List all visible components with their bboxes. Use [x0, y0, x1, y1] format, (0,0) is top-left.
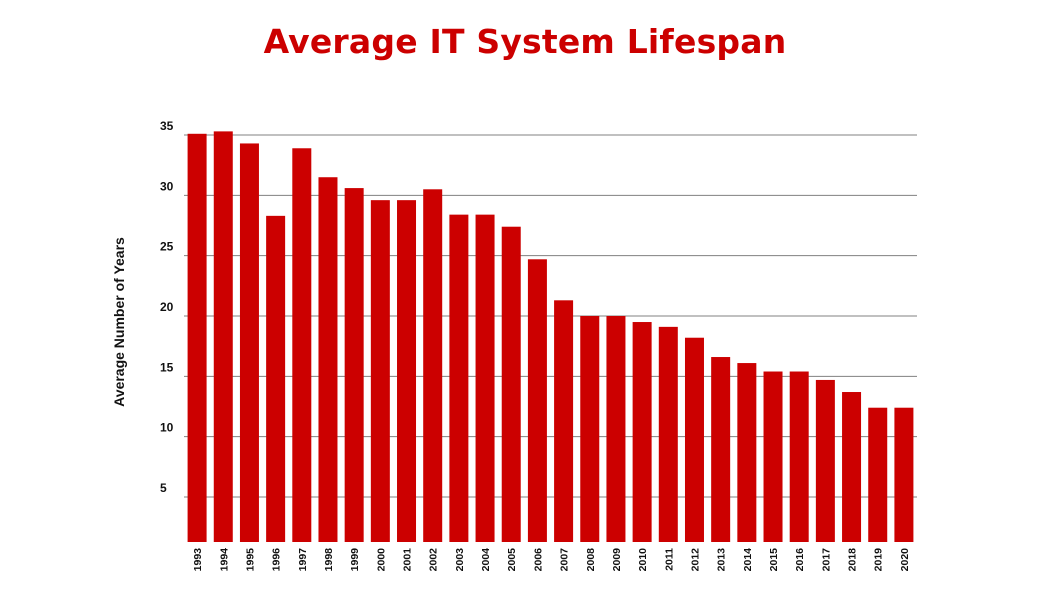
bar-2007	[554, 300, 574, 542]
x-tick-label: 2019	[873, 548, 885, 572]
x-tick-label: 2005	[506, 548, 518, 572]
x-tick-label: 2020	[899, 548, 911, 572]
bar-2005	[501, 226, 521, 542]
y-tick-label: 35	[160, 119, 174, 133]
bar-2018	[842, 392, 862, 542]
y-tick-label: 5	[160, 481, 167, 495]
bar-2009	[606, 316, 626, 542]
bar-2019	[868, 407, 888, 542]
x-tick-label: 2003	[454, 548, 466, 572]
x-tick-label: 1997	[297, 548, 309, 572]
bar-2006	[527, 259, 547, 542]
y-tick-label: 30	[160, 179, 174, 193]
y-tick-labels: 5 10 15 20 25 30 35	[160, 119, 174, 495]
bar-2013	[711, 357, 731, 542]
x-tick-label: 2017	[820, 548, 832, 572]
x-tick-label: 2009	[611, 548, 623, 572]
x-tick-label: 2008	[585, 548, 597, 572]
bar-2004	[475, 214, 495, 542]
x-tick-label: 2007	[559, 548, 571, 572]
x-tick-label: 2000	[375, 548, 387, 572]
bar-1995	[239, 143, 259, 542]
bar-2012	[684, 337, 704, 542]
x-tick-label: 2006	[532, 548, 544, 572]
bar-1999	[344, 188, 364, 542]
bar-2010	[632, 322, 652, 542]
chart-title: Average IT System Lifespan	[263, 22, 787, 61]
bar-1997	[292, 148, 312, 542]
y-tick-label: 20	[160, 300, 174, 314]
x-tick-label: 2002	[428, 548, 440, 572]
x-tick-label: 1993	[192, 548, 204, 572]
bar-2017	[815, 379, 835, 542]
y-axis-label: Average Number of Years	[111, 237, 127, 407]
bar-1994	[213, 131, 233, 542]
bar-2016	[789, 371, 809, 542]
y-tick-label: 25	[160, 240, 174, 254]
y-tick-label: 10	[160, 421, 174, 435]
y-tick-label: 15	[160, 360, 174, 374]
bar-2020	[894, 407, 914, 542]
x-tick-label: 2015	[768, 548, 780, 572]
x-tick-label: 2001	[402, 548, 414, 572]
bar-1996	[266, 215, 286, 542]
x-tick-label: 1995	[244, 548, 256, 572]
bar-2000	[370, 200, 390, 542]
x-tick-label: 2016	[794, 548, 806, 572]
bar-2011	[658, 326, 678, 542]
x-tick-label: 2014	[742, 548, 754, 572]
x-tick-label: 2018	[847, 548, 859, 572]
bars	[187, 131, 914, 543]
bar-2015	[763, 371, 783, 542]
bar-2008	[580, 316, 600, 542]
x-tick-label: 1999	[349, 548, 361, 572]
bar-2014	[737, 363, 757, 542]
x-tick-label: 1994	[218, 548, 230, 572]
x-tick-label: 2011	[663, 548, 675, 571]
bar-2001	[397, 200, 417, 542]
x-tick-label: 2010	[637, 548, 649, 572]
x-tick-label: 1996	[271, 548, 283, 572]
x-tick-label: 2012	[689, 548, 701, 572]
x-tick-label: 2013	[716, 548, 728, 572]
bar-2002	[423, 189, 443, 543]
x-tick-labels: 1993 1994 1995 1996 1997 1998 1999 2000 2001 2002…	[192, 548, 911, 572]
bar-1993	[187, 133, 207, 543]
x-tick-label: 2004	[480, 548, 492, 572]
bar-1998	[318, 177, 338, 543]
x-tick-label: 1998	[323, 548, 335, 572]
bar-2003	[449, 214, 469, 542]
